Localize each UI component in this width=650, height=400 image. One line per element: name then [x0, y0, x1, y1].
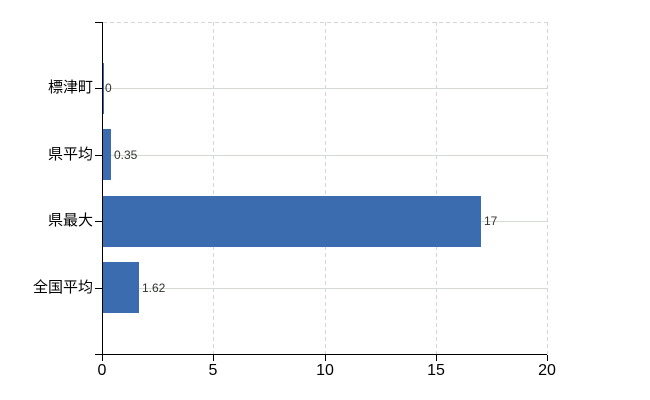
plot-top-border	[103, 22, 548, 23]
x-tick-label: 0	[97, 362, 107, 379]
bar-value-label: 1.62	[142, 281, 166, 295]
category-label: 県平均	[47, 146, 93, 163]
y-axis-tick	[95, 155, 102, 156]
gridline-vertical	[325, 22, 326, 354]
category-label: 県最大	[47, 212, 93, 229]
bar-1	[103, 129, 111, 180]
x-tick-label: 5	[208, 362, 218, 379]
bar-value-label: 17	[484, 214, 498, 228]
bar-value-label: 0.35	[114, 148, 138, 162]
x-axis-tick	[436, 355, 437, 361]
y-axis-tick	[95, 88, 102, 89]
y-axis-tick	[95, 221, 102, 222]
x-tick-label: 15	[427, 362, 445, 379]
x-axis-tick	[102, 355, 103, 361]
gridline-vertical	[213, 22, 214, 354]
bar-2	[103, 196, 481, 247]
gridline-vertical	[547, 22, 548, 354]
y-axis-tick	[95, 22, 102, 23]
gridline-vertical	[436, 22, 437, 354]
bar-value-label: 0	[105, 81, 112, 95]
x-axis-tick	[213, 355, 214, 361]
x-axis-line	[95, 354, 547, 355]
y-axis-tick	[95, 288, 102, 289]
y-axis-line	[102, 22, 103, 355]
x-axis-tick	[547, 355, 548, 361]
category-label: 標津町	[47, 79, 93, 96]
x-tick-label: 10	[316, 362, 334, 379]
x-axis-tick	[325, 355, 326, 361]
bar-3	[103, 262, 139, 313]
bar-0	[103, 63, 104, 114]
category-label: 全国平均	[32, 279, 93, 296]
x-tick-label: 20	[538, 362, 556, 379]
